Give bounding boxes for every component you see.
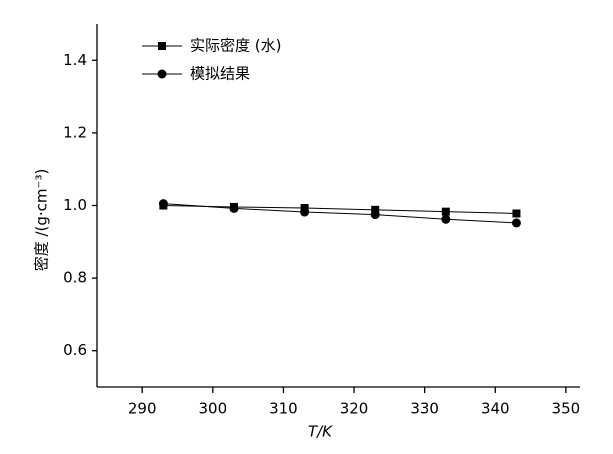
legend-marker [157,69,167,79]
y-tick-label: 1.4 [63,51,87,69]
y-tick-label: 1.2 [63,123,87,141]
legend-marker [158,42,166,50]
x-tick-label: 300 [198,400,227,418]
y-tick-label: 1.0 [63,196,87,214]
data-point [370,210,380,220]
data-point [229,203,239,213]
x-tick-label: 320 [340,400,369,418]
x-tick-label: 290 [128,400,157,418]
series-line [163,203,517,224]
x-tick-label: 350 [552,400,581,418]
legend-label: 实际密度 (水) [190,37,281,55]
x-tick-label: 330 [410,400,439,418]
y-tick-label: 0.6 [63,341,87,359]
x-axis-label: T/K [308,423,333,441]
data-point [441,207,450,216]
y-axis-label: 密度 /(g·cm⁻³) [33,169,51,272]
data-point [300,207,310,217]
data-point [511,218,521,228]
data-point [158,199,168,209]
data-point [371,205,380,214]
x-tick-label: 340 [481,400,510,418]
data-point [441,214,451,224]
data-point [512,209,521,218]
legend-label: 模拟结果 [190,65,250,83]
x-tick-label: 310 [269,400,298,418]
series-line [163,205,517,214]
y-tick-label: 0.8 [63,269,87,287]
